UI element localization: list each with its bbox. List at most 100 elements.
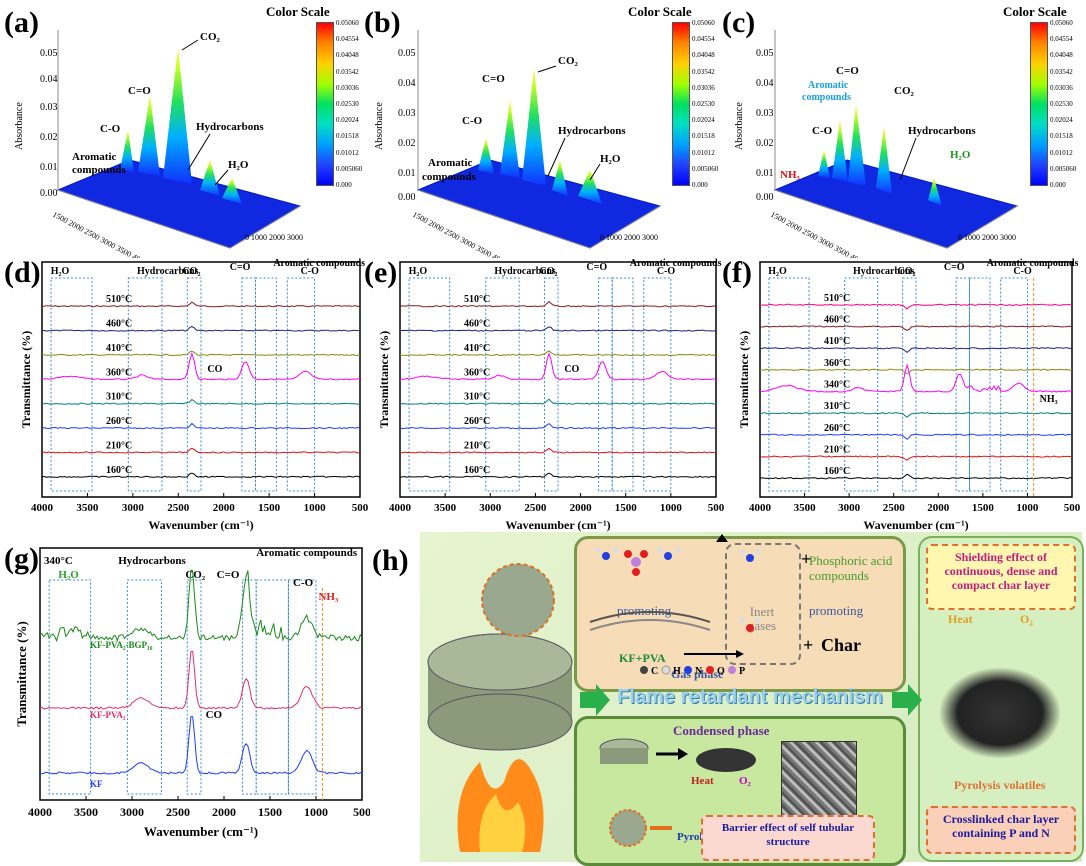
band-label: C=O xyxy=(230,262,251,273)
band-label: Aromatic compounds xyxy=(630,258,722,269)
surface-peaks-b xyxy=(478,68,602,204)
temp-label: 510°C xyxy=(106,294,132,305)
color-scale-title-a: Color Scale xyxy=(266,4,330,19)
band-box xyxy=(50,277,93,492)
svg-text:0.04: 0.04 xyxy=(40,74,58,85)
x-tick: 1500 xyxy=(258,805,282,819)
color-bar-tick: 0.02530 xyxy=(692,99,715,108)
color-bar-tick: 0.03036 xyxy=(336,83,359,92)
temp-label: 160°C xyxy=(106,465,132,476)
x-tick: 1500 xyxy=(972,502,995,514)
svg-text:N: N xyxy=(695,666,703,677)
x-tick: 4000 xyxy=(31,502,54,514)
band-box xyxy=(543,277,559,492)
x-tick: 1500 xyxy=(258,502,281,514)
label-b-h2o: H₂O xyxy=(600,153,621,165)
ftir-trace xyxy=(399,350,717,357)
label-c-co2: CO₂ xyxy=(894,85,915,97)
band-label: CO₂ xyxy=(898,266,916,277)
svg-text:0 1000 2000 3000: 0 1000 2000 3000 xyxy=(958,233,1016,242)
color-bar-a xyxy=(316,22,334,186)
band-label: C=O xyxy=(944,262,965,273)
color-bar-tick: 0.01012 xyxy=(692,148,715,157)
band-box xyxy=(186,277,202,492)
surface-peaks-a xyxy=(120,48,242,204)
x-tick: 500 xyxy=(1064,502,1081,514)
x-tick: 3000 xyxy=(120,805,144,819)
co-double-label: C=O xyxy=(217,569,240,581)
shielding-box: Shielding effect of continuous, dense an… xyxy=(926,544,1076,610)
temp-label: 260°C xyxy=(824,423,850,434)
color-bar-tick: 0.005060 xyxy=(1050,164,1077,173)
ftir-trace xyxy=(41,472,361,478)
temp-label: 210°C xyxy=(464,440,490,451)
ftir-trace xyxy=(760,325,1073,331)
label-c-aromatic: Aromatic xyxy=(808,80,849,91)
color-bar-tick: 0.01012 xyxy=(1050,148,1073,157)
temp-label: 460°C xyxy=(464,319,490,330)
panel-f-letter: (f) xyxy=(722,256,752,289)
zoom-circle xyxy=(481,563,555,637)
c-o-label: C-O xyxy=(293,577,314,589)
zt-a-0: 0.05 xyxy=(40,48,58,59)
color-scale-title-c: Color Scale xyxy=(1003,4,1067,19)
band-label: C-O xyxy=(301,266,320,277)
svg-text:0.05: 0.05 xyxy=(756,48,774,59)
temp-label: 260°C xyxy=(464,416,490,427)
color-bar-tick: 0.02024 xyxy=(692,116,715,125)
x-tick: 4000 xyxy=(28,805,52,819)
color-bar-tick: 0.02530 xyxy=(1050,99,1073,108)
color-bar-c xyxy=(1030,22,1048,186)
x-tick: 1500 xyxy=(615,502,638,514)
color-bar-tick: 0.01012 xyxy=(336,148,359,157)
svg-text:0.00: 0.00 xyxy=(756,192,774,203)
heat-label: Heat xyxy=(691,775,714,787)
svg-text:0.01: 0.01 xyxy=(756,168,774,179)
nh3-label: NH₃ xyxy=(318,591,339,603)
label-c-co: C-O xyxy=(812,125,833,137)
ftir-trace xyxy=(399,398,717,405)
pyrolysis-label-right: Pyrolysis volatiles xyxy=(954,778,1046,792)
x-tick: 3000 xyxy=(479,502,502,514)
x-axis-label: Wavenumber (cm⁻¹) xyxy=(148,518,253,532)
svg-text:Aromatic: Aromatic xyxy=(428,157,473,169)
color-bar-tick: 0.05060 xyxy=(692,19,715,27)
inert-gases-box xyxy=(725,543,801,665)
svg-text:0.02: 0.02 xyxy=(40,132,58,143)
band-box xyxy=(611,277,634,492)
band-box xyxy=(287,579,317,795)
panel-d-letter: (d) xyxy=(4,256,41,289)
ftir-trace xyxy=(759,455,1073,461)
x-tick: 2000 xyxy=(570,502,593,514)
temp-label: 360°C xyxy=(464,367,490,378)
x-tick: 1000 xyxy=(1016,502,1039,514)
svg-text:1500 2000 2500 3000 3500 4000: 1500 2000 2500 3000 3500 4000 xyxy=(411,210,509,258)
plot-frame xyxy=(39,547,363,801)
ftir-trace xyxy=(759,347,1073,354)
ftir-trace xyxy=(41,447,361,454)
plot-frame xyxy=(41,261,361,498)
color-bar-tick: 0.03542 xyxy=(336,67,359,76)
x-tick: 2500 xyxy=(883,502,906,514)
polymer-chain xyxy=(589,611,711,623)
band-box xyxy=(48,579,92,795)
series-label: KF-PVA₂-BGP₁₀ xyxy=(90,640,153,650)
label-c-hydrocarbons: Hydrocarbons xyxy=(908,125,976,137)
svg-text:C: C xyxy=(651,666,658,677)
svg-text:P: P xyxy=(739,666,745,677)
temp-label: 460°C xyxy=(824,315,850,326)
ftir-trace xyxy=(41,422,361,430)
temp-label: 340°C xyxy=(44,555,73,567)
svg-text:H: H xyxy=(673,666,681,677)
band-box xyxy=(408,277,451,492)
x-tick: 3500 xyxy=(794,502,817,514)
svg-text:compounds: compounds xyxy=(422,171,477,183)
x-tick: 1000 xyxy=(304,502,327,514)
x-tick: 500 xyxy=(708,502,725,514)
panel-e-letter: (e) xyxy=(364,256,398,289)
band-label: Aromatic compounds xyxy=(273,258,365,269)
color-bar-tick: 0.05060 xyxy=(336,19,359,27)
